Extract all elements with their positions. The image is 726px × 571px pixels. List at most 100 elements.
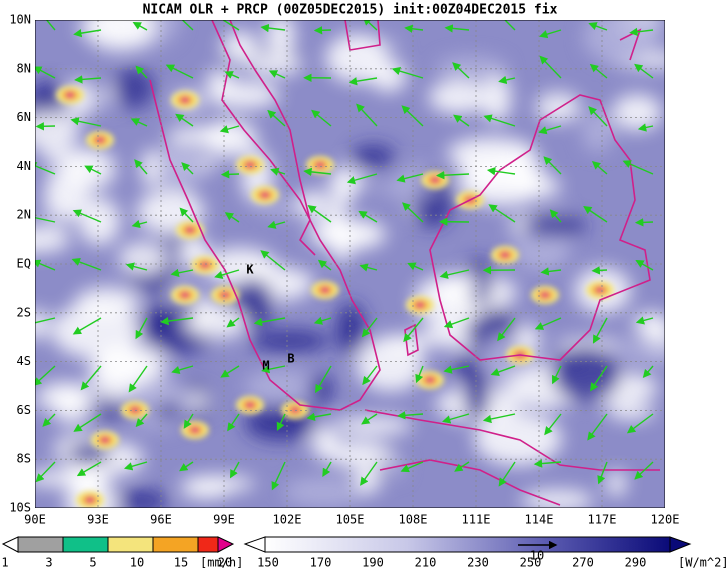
rain-cell (316, 162, 324, 168)
wind-arrow (130, 118, 148, 127)
cloud (632, 312, 665, 336)
wind-arrow (267, 220, 286, 229)
cloud (311, 425, 339, 460)
wind-arrow (135, 317, 148, 340)
cloud (119, 242, 168, 275)
wind-arrow (401, 105, 424, 127)
x-tick-label: 96E (150, 513, 172, 527)
rain-cell (96, 137, 104, 143)
y-tick-label: 4N (17, 159, 31, 173)
station-marker: B (287, 352, 294, 366)
x-tick-label: 99E (213, 513, 235, 527)
cloud (318, 229, 378, 243)
cloud (606, 470, 627, 497)
wind-arrow (587, 413, 608, 441)
cloud (520, 489, 594, 508)
wind-arrow (171, 365, 194, 375)
wind-arrow (35, 365, 56, 387)
wind-arrow (71, 258, 102, 271)
rain-cell (431, 177, 439, 183)
wind-arrow (134, 159, 148, 175)
colorbar-label: 10 (130, 556, 144, 570)
cloud (112, 68, 154, 109)
cloud (308, 374, 334, 405)
wind-arrow (227, 413, 240, 432)
coastlines (149, 20, 660, 506)
wind-arrow (539, 55, 562, 79)
wind-arrow (268, 70, 286, 79)
wind-arrow (362, 20, 378, 31)
wind-arrow (179, 207, 194, 223)
wind-arrow (634, 461, 654, 480)
wind-arrow (76, 461, 102, 477)
cloud (248, 330, 330, 352)
wind-arrow (436, 171, 470, 180)
colorbar-label: 1 (1, 556, 8, 570)
cloud (201, 119, 258, 157)
wind-arrow (306, 412, 332, 421)
wind-arrow (540, 267, 562, 276)
wind-arrow (72, 209, 102, 223)
wind-arrow (73, 413, 102, 432)
wind-arrow (361, 317, 378, 338)
colorbar-label: 20 (218, 556, 232, 570)
wind-arrow (276, 413, 286, 431)
wind-arrow (361, 413, 378, 425)
cloud (116, 489, 168, 508)
wind-arrow (635, 260, 654, 271)
cloud (351, 145, 396, 168)
wind-arrow (131, 219, 148, 229)
wind-arrow (80, 365, 102, 391)
wind-arrow (124, 461, 148, 471)
x-tick-label: 114E (525, 513, 554, 527)
wind-arrow (590, 365, 608, 392)
rain-cell (596, 287, 604, 293)
wind-arrow (591, 266, 608, 275)
wind-arrow (253, 317, 286, 327)
wind-arrow (583, 205, 608, 223)
cloud (180, 478, 232, 499)
cloud (221, 30, 260, 65)
wind-arrow (396, 173, 424, 183)
wind-arrow (270, 167, 286, 176)
rain-cell (201, 262, 209, 268)
wind-arrow (175, 113, 194, 127)
rain-cell (426, 377, 434, 383)
cloud (188, 305, 247, 340)
cloud (435, 55, 507, 80)
wind-arrow (415, 365, 424, 384)
cloud (35, 226, 71, 253)
cloud (428, 80, 488, 114)
wind-arrow (135, 65, 148, 79)
wind-arrow (35, 317, 56, 324)
wind-arrow (125, 262, 148, 271)
cloud (481, 74, 512, 123)
wind-arrow (230, 461, 240, 479)
wind-arrow (132, 21, 148, 31)
colorbar-label: 290 (625, 556, 647, 570)
cloud (447, 137, 537, 171)
wind-vectors (35, 20, 654, 491)
x-tick-label: 120E (651, 513, 680, 527)
wind-arrow (543, 156, 562, 175)
rain-cell (321, 287, 329, 293)
wind-arrow (504, 20, 516, 31)
cloud (325, 33, 388, 83)
wind-arrow (45, 20, 56, 31)
y-tick-label: 8N (17, 61, 31, 75)
cloud (335, 302, 366, 355)
wind-arrow (311, 109, 332, 127)
rain-cell (181, 97, 189, 103)
wind-arrow (42, 413, 56, 427)
wind-arrow (224, 212, 240, 223)
wind-arrow (220, 365, 240, 378)
wind-arrow (637, 123, 654, 132)
wind-arrow (359, 263, 378, 272)
cloud (535, 91, 581, 123)
wind-arrow (73, 28, 102, 38)
wind-arrow (346, 173, 378, 185)
wind-arrow (588, 22, 608, 31)
rain-cell (66, 92, 74, 98)
wind-arrow (498, 75, 516, 85)
wind-arrow (533, 459, 562, 468)
